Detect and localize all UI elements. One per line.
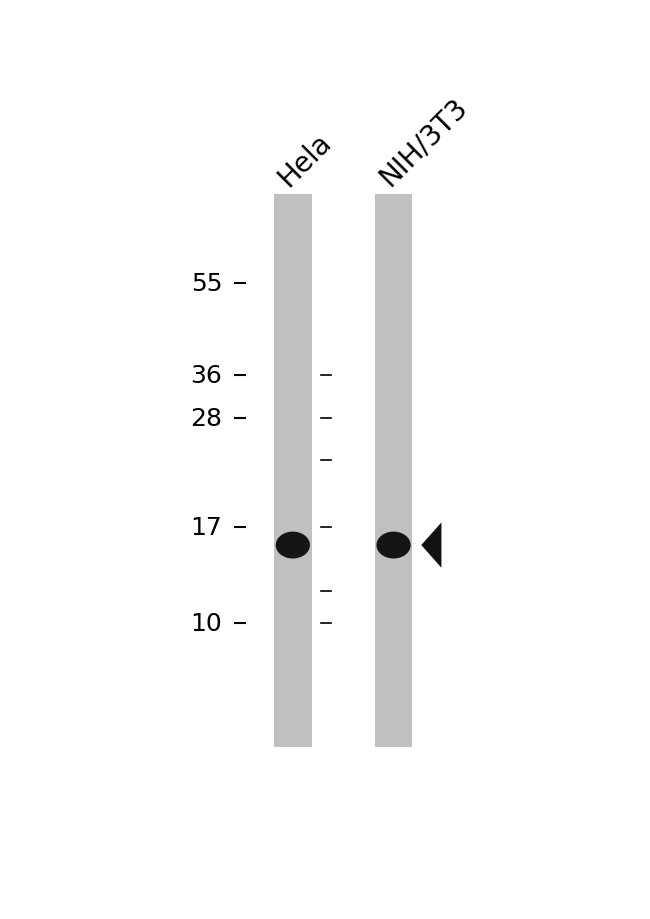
Text: 36: 36 (190, 364, 222, 388)
Text: 17: 17 (190, 516, 222, 539)
Text: NIH/3T3: NIH/3T3 (374, 93, 473, 192)
Text: 10: 10 (190, 611, 222, 635)
Ellipse shape (276, 532, 310, 559)
Polygon shape (421, 523, 441, 568)
Bar (374, 195, 413, 747)
Bar (274, 195, 312, 747)
Text: 28: 28 (190, 406, 222, 430)
Ellipse shape (376, 532, 411, 559)
Text: 55: 55 (191, 272, 222, 296)
Text: Hela: Hela (273, 128, 337, 192)
